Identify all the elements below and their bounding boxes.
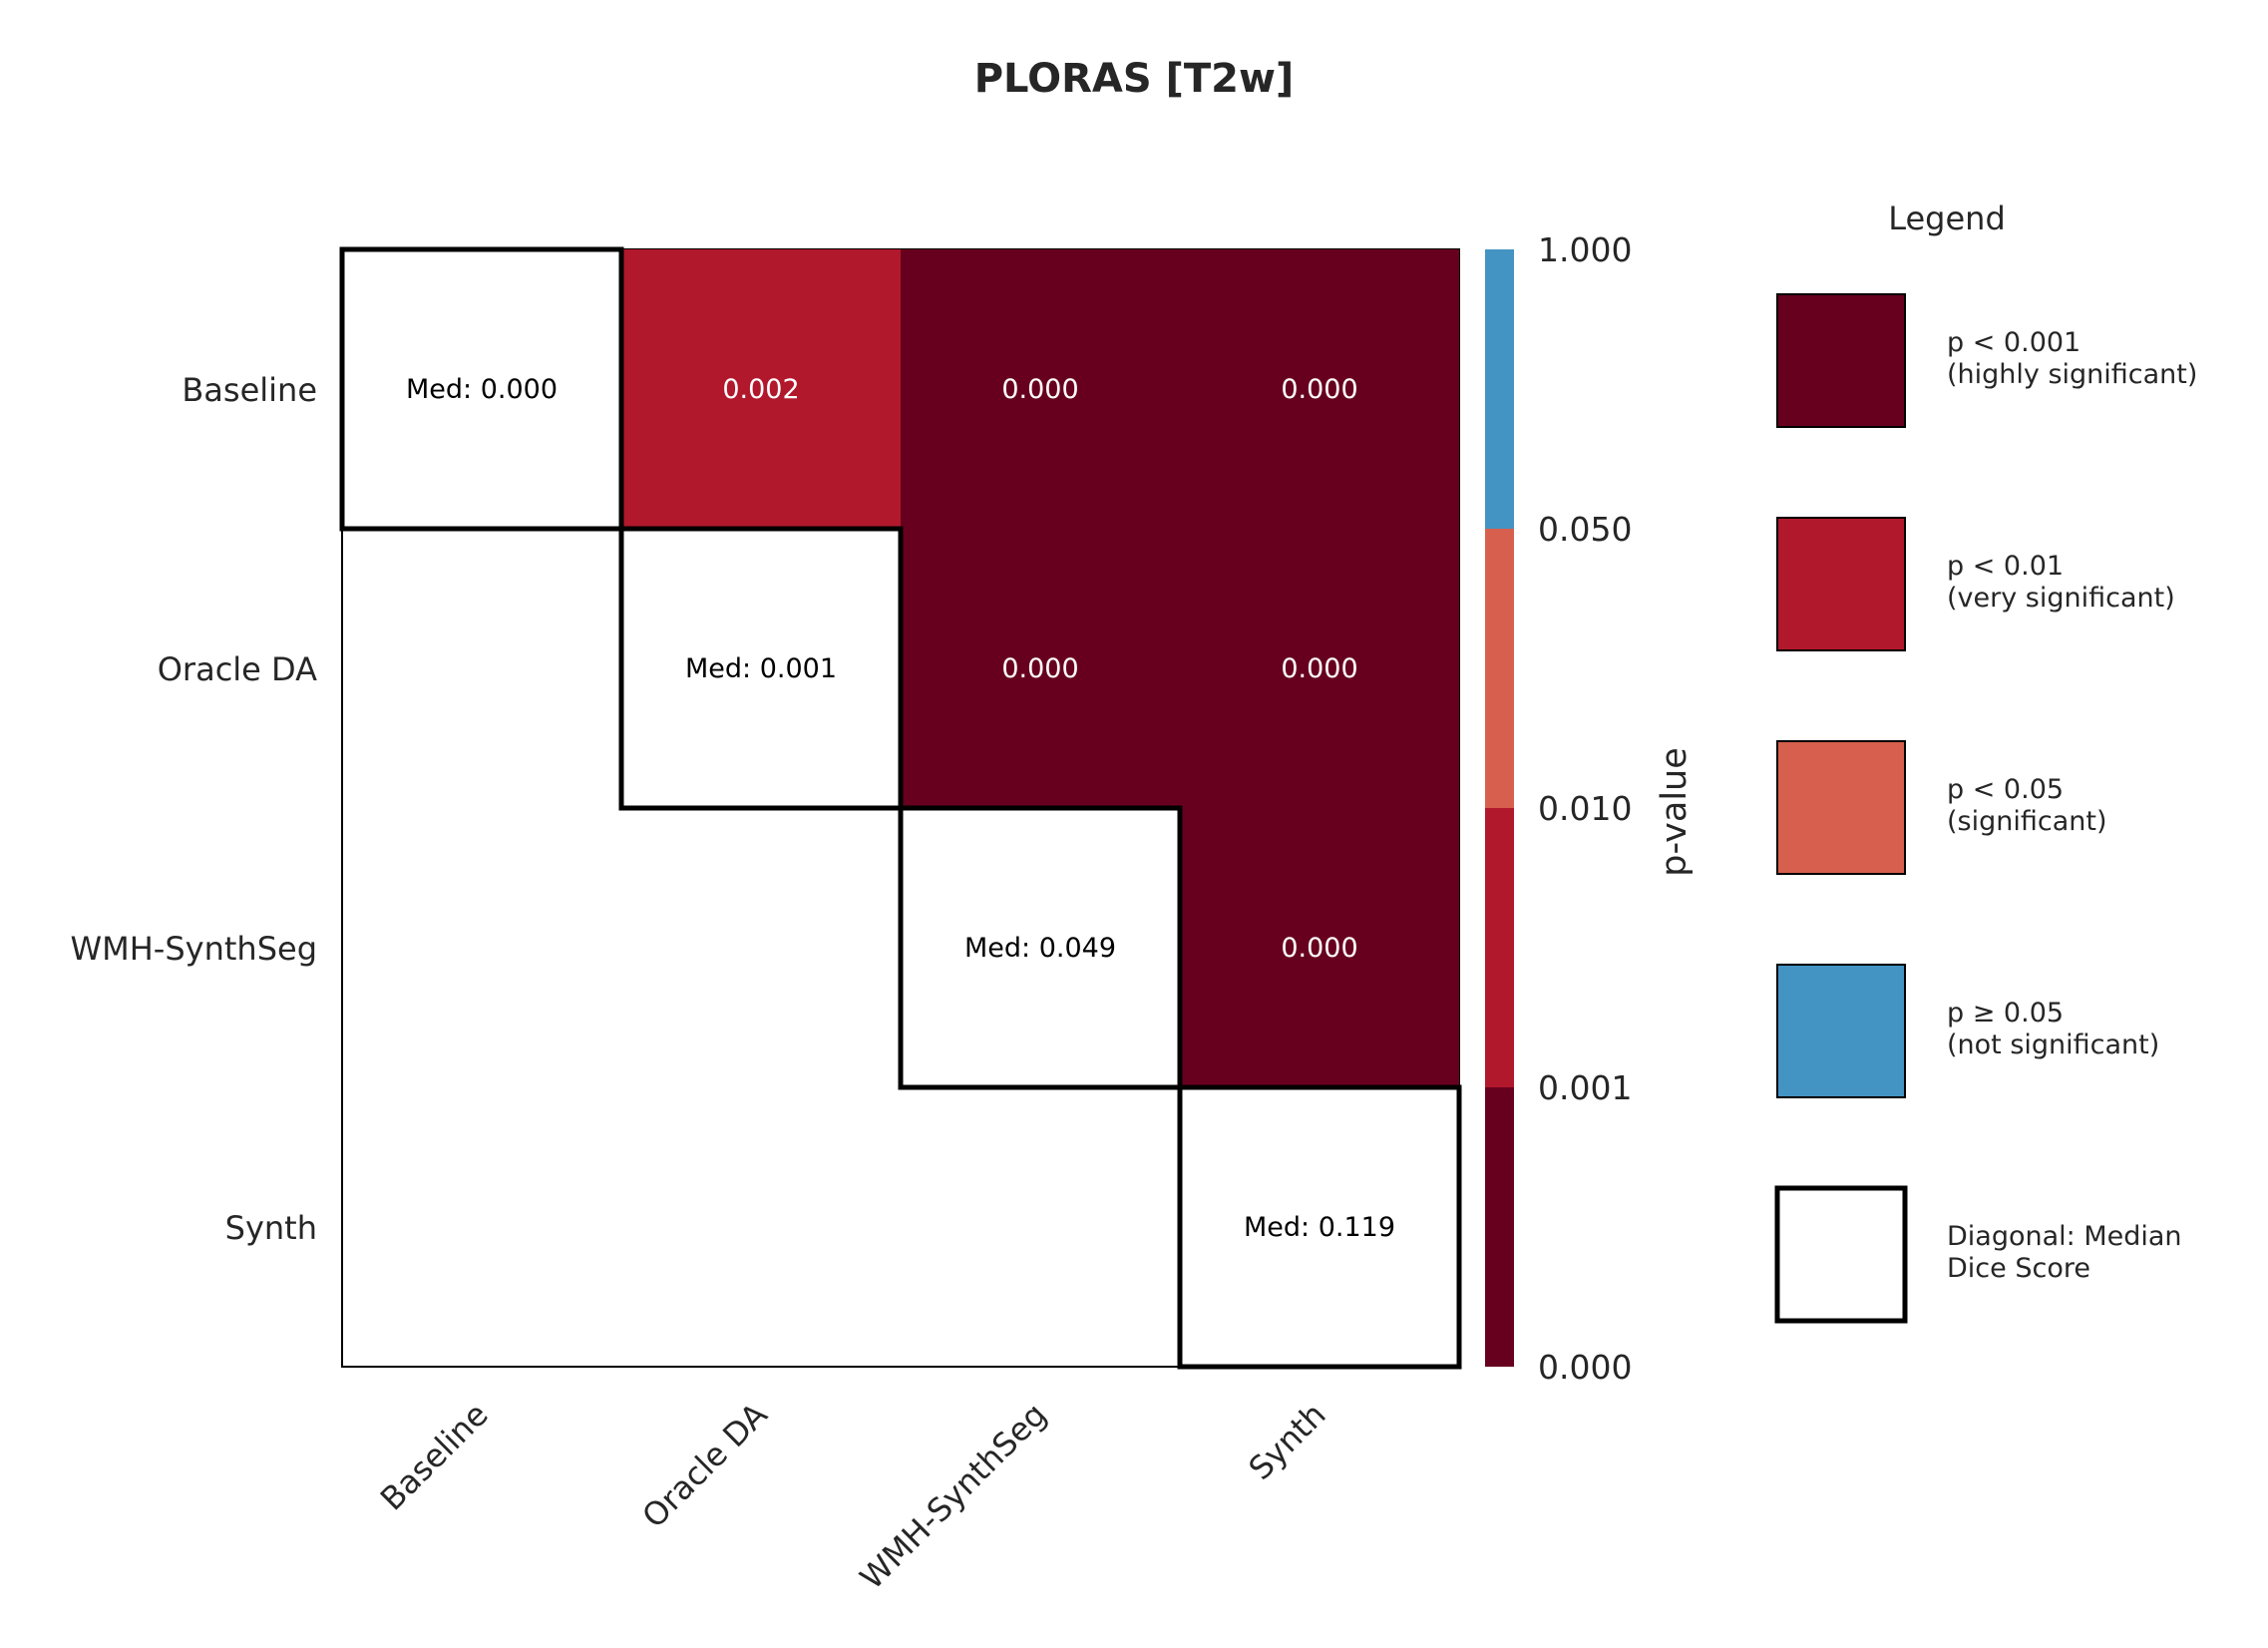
- cell-wmh-synthseg-synth: [1180, 808, 1459, 1087]
- legend-title: Legend: [1888, 200, 2006, 237]
- heatmap-grid: Med: 0.000 0.002 0.000 0.000 Med: 0.001 0.000…: [70, 246, 1462, 1597]
- legend-label-line: Diagonal: Median: [1947, 1221, 2182, 1252]
- cell-label-oracle-da-wmh-synthseg: 0.000: [1001, 653, 1078, 684]
- column-label-oracle-da: Oracle DA: [634, 1396, 774, 1535]
- diagonal-border-baseline: [339, 246, 624, 532]
- legend-label-0: p < 0.001 (highly significant): [1947, 327, 2197, 390]
- colorbar: 1.000 0.050 0.010 0.001 0.000: [1485, 230, 1632, 1387]
- legend-swatch-0: [1776, 293, 1906, 428]
- cell-baseline-synth: [1180, 249, 1459, 529]
- legend-swatch-4: [1774, 1185, 1908, 1324]
- colorbar-segment-0: [1485, 1087, 1514, 1367]
- legend-swatch-1: [1776, 517, 1906, 651]
- colorbar-tick-2: 0.010: [1538, 789, 1632, 828]
- diagonal-cell-oracle-da: [621, 529, 901, 808]
- legend-label-line: Dice Score: [1947, 1253, 2090, 1284]
- diagonal-label-baseline: Med: 0.000: [406, 374, 558, 405]
- diagonal-label-synth: Med: 0.119: [1244, 1212, 1395, 1243]
- legend-label-1: p < 0.01 (very significant): [1947, 551, 2175, 614]
- legend-label-3: p ≥ 0.05 (not significant): [1947, 998, 2159, 1060]
- cell-label-wmh-synthseg-synth: 0.000: [1281, 933, 1357, 964]
- cell-label-baseline-synth: 0.000: [1281, 374, 1357, 405]
- legend: p < 0.001 (highly significant) p < 0.01 (ve…: [1774, 293, 2197, 1324]
- cell-label-baseline-oracle-da: 0.002: [722, 374, 799, 405]
- colorbar-tick-3: 0.001: [1538, 1068, 1632, 1107]
- cell-oracle-da-wmh-synthseg: [901, 529, 1180, 808]
- diagonal-label-oracle-da: Med: 0.001: [685, 653, 837, 684]
- diagonal-border-oracle-da: [618, 526, 904, 811]
- legend-label-line: p < 0.001: [1947, 327, 2080, 358]
- cell-baseline-oracle-da: [621, 249, 901, 529]
- diagonal-cell-synth: [1180, 1087, 1459, 1367]
- legend-swatch-2: [1776, 740, 1906, 875]
- row-label-wmh-synthseg: WMH-SynthSeg: [70, 930, 317, 968]
- diagonal-border-synth: [1177, 1084, 1462, 1370]
- diagonal-cell-baseline: [342, 249, 621, 529]
- column-label-wmh-synthseg: WMH-SynthSeg: [853, 1396, 1054, 1597]
- row-label-baseline: Baseline: [182, 371, 317, 409]
- chart-title: PLORAS [T2w]: [974, 56, 1295, 102]
- cell-label-baseline-wmh-synthseg: 0.000: [1001, 374, 1078, 405]
- colorbar-segment-3: [1485, 249, 1514, 529]
- diagonal-border-wmh-synthseg: [898, 805, 1183, 1090]
- legend-label-line: p < 0.01: [1947, 551, 2064, 582]
- cell-label-oracle-da-synth: 0.000: [1281, 653, 1357, 684]
- legend-label-line: (highly significant): [1947, 359, 2197, 390]
- colorbar-segment-2: [1485, 529, 1514, 808]
- cell-oracle-da-synth: [1180, 529, 1459, 808]
- legend-label-line: p ≥ 0.05: [1947, 998, 2064, 1029]
- colorbar-tick-4: 0.000: [1538, 1348, 1632, 1387]
- colorbar-tick-0: 1.000: [1538, 230, 1632, 269]
- legend-label-line: (significant): [1947, 806, 2106, 837]
- legend-label-line: (very significant): [1947, 583, 2175, 614]
- column-label-baseline: Baseline: [373, 1396, 496, 1518]
- row-label-oracle-da: Oracle DA: [158, 650, 317, 688]
- row-label-synth: Synth: [225, 1209, 317, 1247]
- legend-swatch-3: [1776, 964, 1906, 1098]
- legend-label-line: p < 0.05: [1947, 774, 2064, 805]
- legend-label-line: (not significant): [1947, 1030, 2159, 1060]
- colorbar-label: p-value: [1655, 747, 1695, 877]
- diagonal-label-wmh-synthseg: Med: 0.049: [964, 933, 1116, 964]
- colorbar-segment-1: [1485, 808, 1514, 1087]
- legend-label-4: Diagonal: Median Dice Score: [1947, 1221, 2182, 1284]
- diagonal-cell-wmh-synthseg: [901, 808, 1180, 1087]
- legend-label-2: p < 0.05 (significant): [1947, 774, 2106, 837]
- column-label-synth: Synth: [1241, 1396, 1332, 1487]
- cell-baseline-wmh-synthseg: [901, 249, 1180, 529]
- colorbar-tick-1: 0.050: [1538, 510, 1632, 549]
